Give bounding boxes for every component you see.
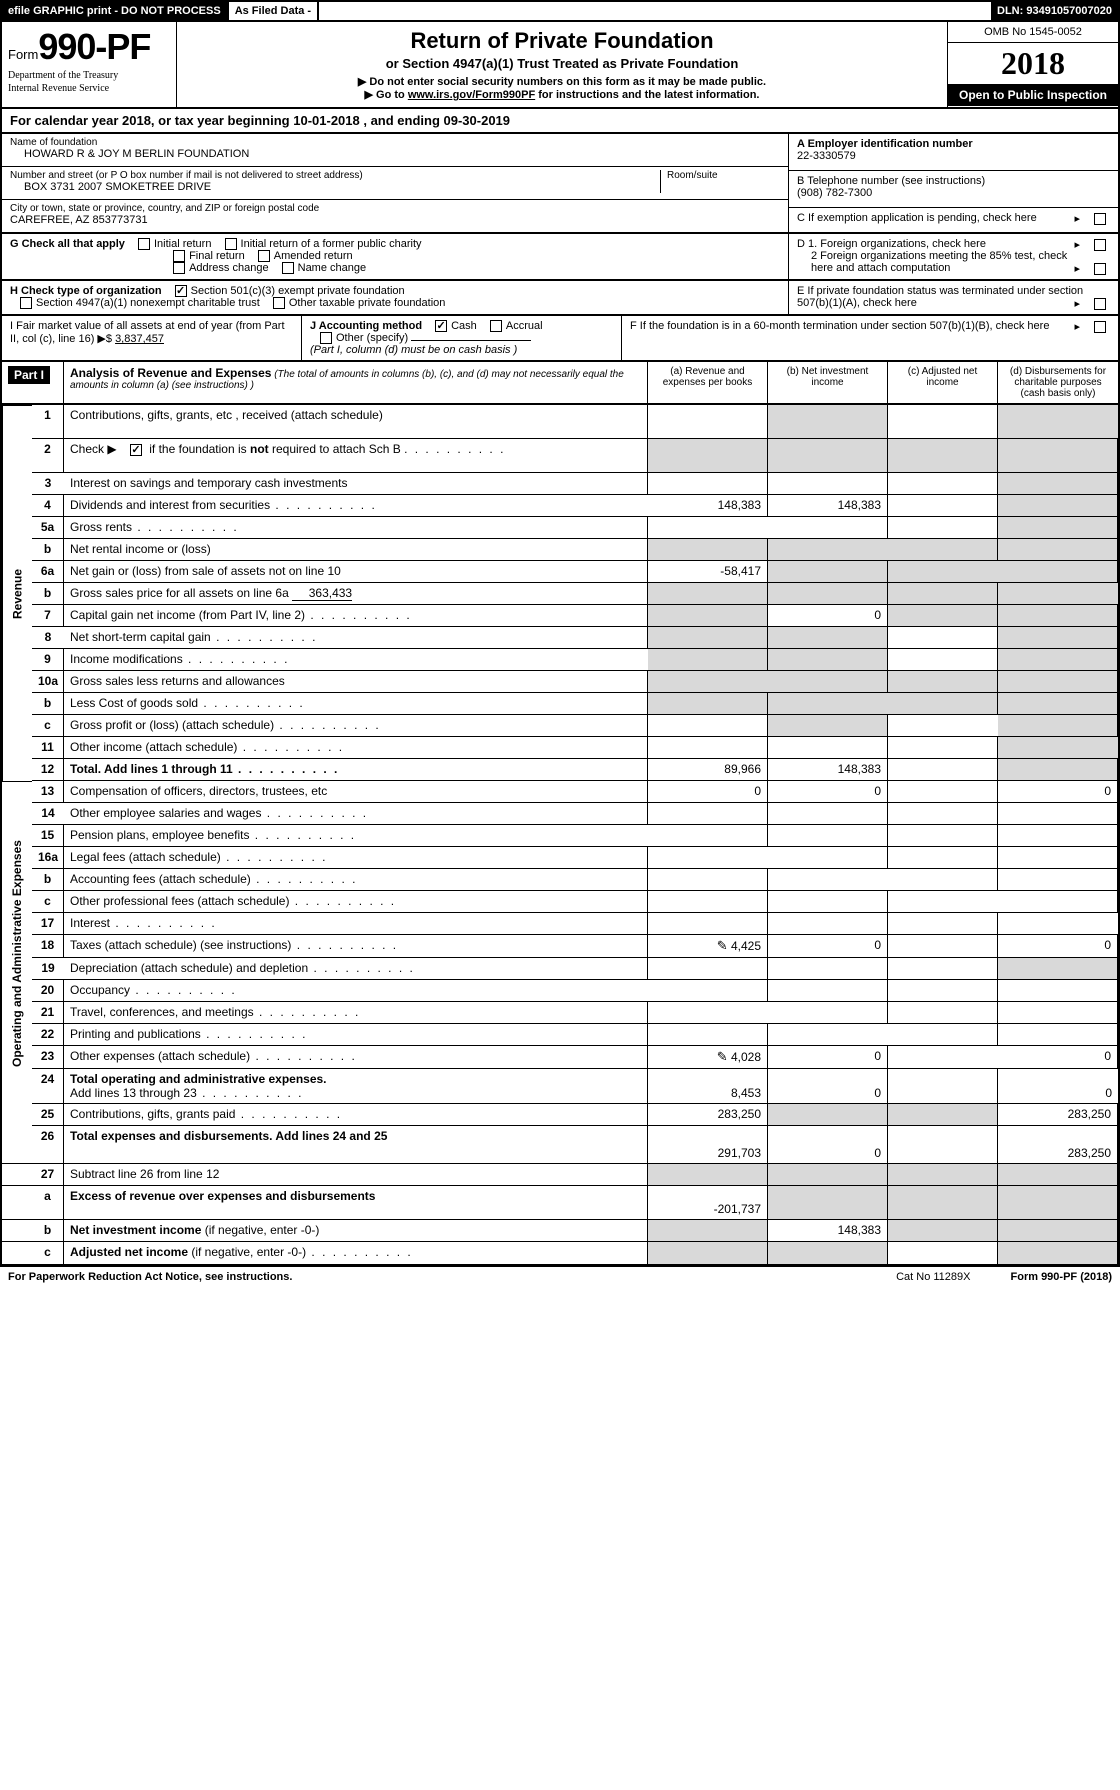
section-f: F If the foundation is in a 60-month ter…	[622, 316, 1118, 360]
attachment-icon: ✎	[717, 938, 728, 953]
chk-address[interactable]	[173, 262, 185, 274]
section-g-d: G Check all that apply Initial return In…	[0, 234, 1120, 281]
form-number: Form990-PF	[8, 26, 170, 68]
page-footer: For Paperwork Reduction Act Notice, see …	[0, 1266, 1120, 1287]
chk-initial[interactable]	[138, 238, 150, 250]
as-filed: As Filed Data -	[229, 2, 319, 20]
chk-final[interactable]	[173, 250, 185, 262]
header-left: Form990-PF Department of the Treasury In…	[2, 22, 177, 107]
part1-table: Revenue 1Contributions, gifts, grants, e…	[0, 405, 1120, 1266]
dln: DLN: 93491057007020	[991, 2, 1118, 20]
part1-desc: Analysis of Revenue and Expenses (The to…	[64, 362, 648, 403]
col-c-header: (c) Adjusted net income	[888, 362, 998, 403]
chk-4947[interactable]	[20, 297, 32, 309]
form-title: Return of Private Foundation	[183, 28, 941, 54]
chk-initial-former[interactable]	[225, 238, 237, 250]
open-inspection: Open to Public Inspection	[948, 84, 1118, 106]
chk-e[interactable]	[1094, 298, 1106, 310]
ein-field: A Employer identification number 22-3330…	[789, 134, 1118, 171]
calendar-year-row: For calendar year 2018, or tax year begi…	[0, 109, 1120, 134]
chk-cash[interactable]: ✓	[435, 320, 447, 332]
cat-number: Cat No 11289X	[896, 1271, 970, 1283]
identity-right: A Employer identification number 22-3330…	[788, 134, 1118, 232]
h-org-type: H Check type of organization ✓Section 50…	[2, 281, 788, 314]
top-bar: efile GRAPHIC print - DO NOT PROCESS As …	[0, 0, 1120, 22]
chk-501c3[interactable]: ✓	[175, 285, 187, 297]
col-a-header: (a) Revenue and expenses per books	[648, 362, 768, 403]
chk-d2[interactable]	[1094, 263, 1106, 275]
omb-number: OMB No 1545-0052	[948, 22, 1118, 43]
col-b-header: (b) Net investment income	[768, 362, 888, 403]
chk-other-tax[interactable]	[273, 297, 285, 309]
chk-f[interactable]	[1094, 321, 1106, 333]
efile-notice: efile GRAPHIC print - DO NOT PROCESS	[2, 2, 229, 20]
chk-amended[interactable]	[258, 250, 270, 262]
form-subtitle: or Section 4947(a)(1) Trust Treated as P…	[183, 56, 941, 71]
part1-header: Part I Analysis of Revenue and Expenses …	[0, 362, 1120, 405]
section-ijf: I Fair market value of all assets at end…	[0, 316, 1120, 362]
paperwork-notice: For Paperwork Reduction Act Notice, see …	[8, 1271, 292, 1283]
section-d: D 1. Foreign organizations, check here 2…	[788, 234, 1118, 279]
chk-d1[interactable]	[1094, 239, 1106, 251]
foundation-name-field: Name of foundation HOWARD R & JOY M BERL…	[2, 134, 788, 167]
tax-year: 2018	[948, 43, 1118, 84]
section-e: E If private foundation status was termi…	[788, 281, 1118, 314]
identity-block: Name of foundation HOWARD R & JOY M BERL…	[0, 134, 1120, 234]
form-ref: Form 990-PF (2018)	[1011, 1271, 1113, 1283]
form-note1: ▶ Do not enter social security numbers o…	[183, 75, 941, 88]
attachment-icon: ✎	[717, 1049, 728, 1064]
city-field: City or town, state or province, country…	[2, 200, 788, 232]
header-right: OMB No 1545-0052 2018 Open to Public Ins…	[948, 22, 1118, 107]
phone-field: B Telephone number (see instructions) (9…	[789, 171, 1118, 208]
expenses-label: Operating and Administrative Expenses	[2, 781, 32, 1126]
identity-left: Name of foundation HOWARD R & JOY M BERL…	[2, 134, 788, 232]
address-field: Number and street (or P O box number if …	[2, 167, 788, 200]
irs-link[interactable]: www.irs.gov/Form990PF	[408, 89, 535, 101]
checkbox-c[interactable]	[1094, 213, 1106, 225]
exemption-pending: C If exemption application is pending, c…	[789, 208, 1118, 232]
g-check-all: G Check all that apply Initial return In…	[2, 234, 788, 279]
chk-name[interactable]	[282, 262, 294, 274]
part-badge: Part I	[8, 366, 50, 384]
form-header: Form990-PF Department of the Treasury In…	[0, 22, 1120, 109]
form-note2: ▶ Go to www.irs.gov/Form990PF for instru…	[183, 88, 941, 101]
col-d-header: (d) Disbursements for charitable purpose…	[998, 362, 1118, 403]
revenue-label: Revenue	[2, 405, 32, 781]
dept-irs: Internal Revenue Service	[8, 83, 170, 94]
section-h-e: H Check type of organization ✓Section 50…	[0, 281, 1120, 316]
dept-treasury: Department of the Treasury	[8, 70, 170, 81]
chk-accrual[interactable]	[490, 320, 502, 332]
header-center: Return of Private Foundation or Section …	[177, 22, 948, 107]
accounting-method: J Accounting method ✓Cash Accrual Other …	[302, 316, 622, 360]
fmv-assets: I Fair market value of all assets at end…	[2, 316, 302, 360]
chk-other-method[interactable]	[320, 332, 332, 344]
